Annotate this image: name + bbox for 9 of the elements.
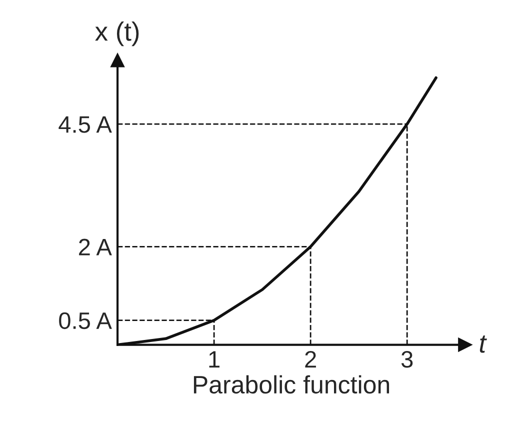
x-tick-label: 1 <box>209 351 220 368</box>
y-tick-label: 2 A <box>79 238 112 256</box>
y-tick-label: 4.5 A <box>58 116 112 133</box>
x-tick-label: 2 <box>305 350 316 368</box>
x-tick-label: 3 <box>401 350 413 368</box>
text: Parabolic function <box>194 375 390 394</box>
x-axis-title: t <box>480 335 487 353</box>
y-tick-label: 0.5 A <box>59 312 112 330</box>
y-axis-title: x (t) <box>95 22 139 46</box>
